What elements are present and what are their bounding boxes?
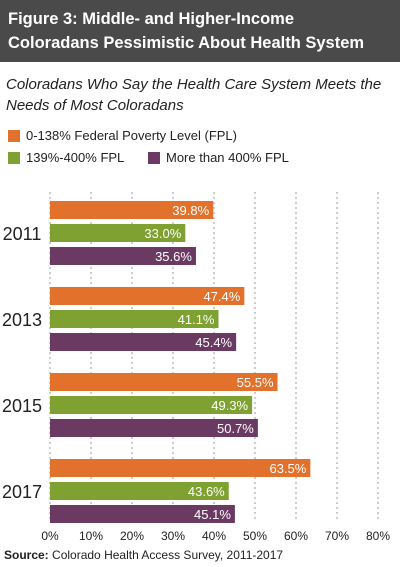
legend-swatch-high-income (148, 151, 160, 164)
bar-value-label: 49.3% (211, 398, 248, 413)
bar-value-label: 45.4% (195, 335, 232, 350)
category-label: 2013 (2, 310, 42, 330)
legend-item-middle-income: 139%-400% FPL (8, 150, 124, 165)
source-text: Colorado Health Access Survey, 2011-2017 (52, 548, 284, 562)
bar-value-label: 41.1% (178, 312, 215, 327)
legend-swatch-middle-income (8, 151, 20, 164)
x-tick-label: 70% (325, 529, 349, 540)
bar (50, 373, 278, 391)
bar-chart: 0% 10% 20% 30% 40% 50% 60% 70% 80% 2011 39.8% 33.0%… (2, 192, 390, 540)
bar (50, 396, 253, 414)
figure-header: Figure 3: Middle- and Higher-Income Colo… (0, 0, 400, 62)
legend-item-low-income: 0-138% Federal Poverty Level (FPL) (8, 128, 237, 143)
source-label: Source: (4, 548, 49, 562)
bar (50, 247, 196, 265)
x-tick-label: 30% (161, 529, 185, 540)
bar (50, 333, 237, 351)
bar (50, 505, 235, 523)
bar-value-label: 39.8% (172, 203, 209, 218)
legend-swatch-low-income (8, 129, 20, 142)
source-note: Source: Colorado Health Access Survey, 2… (4, 548, 283, 562)
x-tick-label: 50% (243, 529, 267, 540)
figure-title-line2: Coloradans Pessimistic About Health Syst… (8, 34, 365, 52)
bar (50, 201, 214, 219)
chart-legend: 0-138% Federal Poverty Level (FPL) 139%-… (0, 126, 400, 170)
chart-subtitle-line1: Coloradans Who Say the Health Care Syste… (6, 76, 382, 93)
chart-subtitle-line2: Needs of Most Coloradans (6, 97, 184, 114)
legend-label-low-income: 0-138% Federal Poverty Level (FPL) (26, 128, 237, 143)
x-tick-label: 80% (366, 529, 390, 540)
bar (50, 224, 186, 242)
category-label: 2011 (3, 224, 42, 244)
figure-title-line1: Figure 3: Middle- and Higher-Income (8, 10, 295, 28)
bar-value-label: 55.5% (237, 375, 274, 390)
legend-label-middle-income: 139%-400% FPL (26, 150, 125, 165)
bar-value-label: 50.7% (217, 421, 254, 436)
category-label: 2015 (2, 396, 42, 416)
category-label: 2017 (2, 482, 42, 502)
x-tick-label: 10% (79, 529, 103, 540)
chart-subtitle: Coloradans Who Say the Health Care Syste… (6, 74, 396, 116)
bar-value-label: 43.6% (188, 484, 225, 499)
bar-value-label: 33.0% (144, 226, 181, 241)
bar-value-label: 45.1% (194, 507, 231, 522)
bar (50, 419, 258, 437)
bar (50, 482, 229, 500)
bar-value-label: 47.4% (203, 289, 240, 304)
bar-value-label: 63.5% (269, 461, 306, 476)
x-tick-label: 20% (120, 529, 144, 540)
legend-item-high-income: More than 400% FPL (148, 150, 289, 165)
bar (50, 310, 219, 328)
x-tick-label: 40% (202, 529, 226, 540)
bar-value-label: 35.6% (155, 249, 192, 264)
bar (50, 287, 245, 305)
x-tick-label: 0% (41, 529, 59, 540)
x-tick-label: 60% (284, 529, 308, 540)
bar (50, 459, 311, 477)
legend-label-high-income: More than 400% FPL (166, 150, 289, 165)
